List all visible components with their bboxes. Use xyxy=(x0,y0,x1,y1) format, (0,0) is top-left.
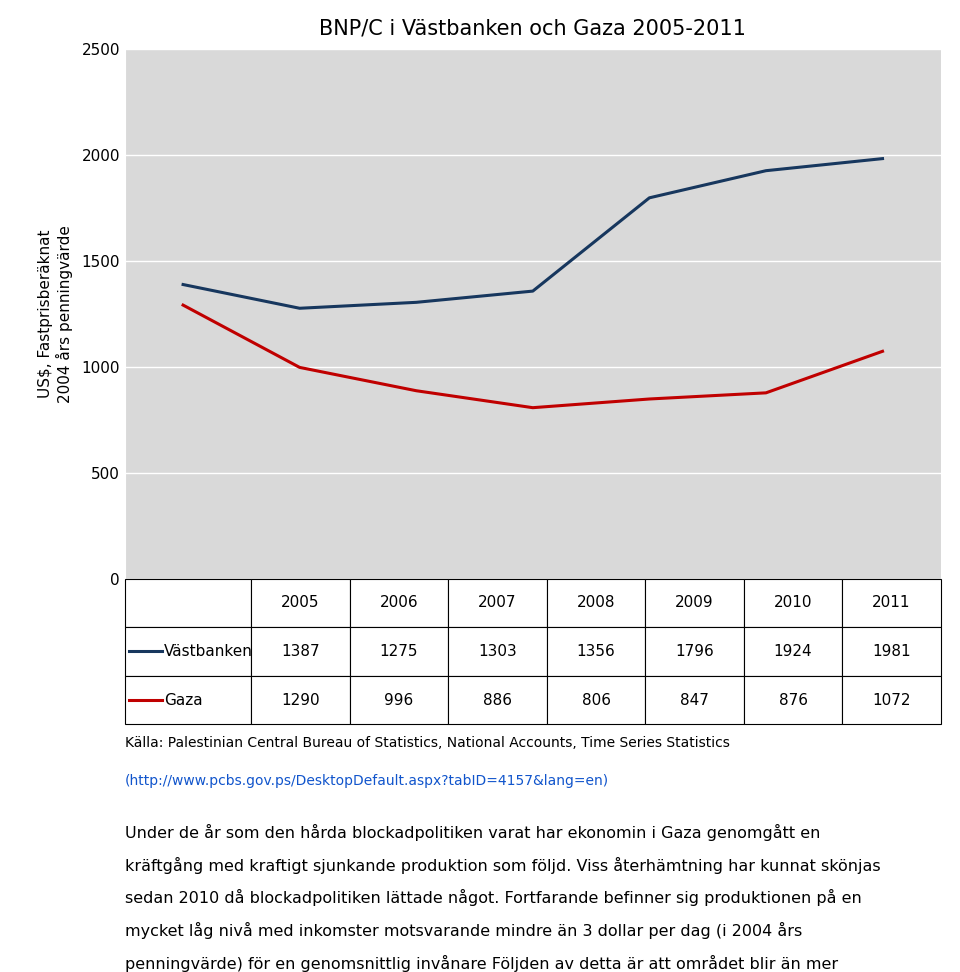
Text: 1796: 1796 xyxy=(675,643,714,659)
FancyBboxPatch shape xyxy=(842,578,941,627)
Text: penningvärde) för en genomsnittlig invånare Följden av detta är att området blir: penningvärde) för en genomsnittlig invån… xyxy=(125,955,838,972)
Text: 806: 806 xyxy=(582,693,611,708)
FancyBboxPatch shape xyxy=(744,676,842,724)
Text: mycket låg nivå med inkomster motsvarande mindre än 3 dollar per dag (i 2004 års: mycket låg nivå med inkomster motsvarand… xyxy=(125,922,802,939)
Text: 2005: 2005 xyxy=(281,595,320,610)
Y-axis label: US$, Fastprisberäknat
2004 års penningvärde: US$, Fastprisberäknat 2004 års penningvä… xyxy=(38,225,73,402)
FancyBboxPatch shape xyxy=(842,627,941,676)
FancyBboxPatch shape xyxy=(645,676,744,724)
FancyBboxPatch shape xyxy=(252,578,349,627)
Text: (http://www.pcbs.gov.ps/DesktopDefault.aspx?tabID=4157&lang=en): (http://www.pcbs.gov.ps/DesktopDefault.a… xyxy=(125,775,609,788)
FancyBboxPatch shape xyxy=(125,676,252,724)
Text: sedan 2010 då blockadpolitiken lättade något. Fortfarande befinner sig produktio: sedan 2010 då blockadpolitiken lättade n… xyxy=(125,889,861,906)
Text: 847: 847 xyxy=(680,693,709,708)
FancyBboxPatch shape xyxy=(349,627,448,676)
FancyBboxPatch shape xyxy=(349,578,448,627)
Text: Gaza: Gaza xyxy=(164,693,203,708)
FancyBboxPatch shape xyxy=(547,578,645,627)
Text: 2007: 2007 xyxy=(478,595,516,610)
Text: 876: 876 xyxy=(779,693,807,708)
FancyBboxPatch shape xyxy=(645,627,744,676)
FancyBboxPatch shape xyxy=(125,578,252,627)
FancyBboxPatch shape xyxy=(448,578,547,627)
FancyBboxPatch shape xyxy=(252,627,349,676)
Text: 1924: 1924 xyxy=(774,643,812,659)
Text: Västbanken: Västbanken xyxy=(164,643,252,659)
Title: BNP/C i Västbanken och Gaza 2005-2011: BNP/C i Västbanken och Gaza 2005-2011 xyxy=(320,18,746,39)
FancyBboxPatch shape xyxy=(744,627,842,676)
Text: 1290: 1290 xyxy=(281,693,320,708)
FancyBboxPatch shape xyxy=(744,578,842,627)
Text: 1072: 1072 xyxy=(873,693,911,708)
Text: Källa: Palestinian Central Bureau of Statistics, National Accounts, Time Series : Källa: Palestinian Central Bureau of Sta… xyxy=(125,736,730,749)
FancyBboxPatch shape xyxy=(547,676,645,724)
FancyBboxPatch shape xyxy=(349,676,448,724)
Text: 1387: 1387 xyxy=(281,643,320,659)
Text: 2009: 2009 xyxy=(675,595,714,610)
Text: 1356: 1356 xyxy=(577,643,615,659)
Text: 1981: 1981 xyxy=(873,643,911,659)
Text: 2011: 2011 xyxy=(873,595,911,610)
Text: 2008: 2008 xyxy=(577,595,615,610)
Text: 2006: 2006 xyxy=(380,595,419,610)
Text: 996: 996 xyxy=(384,693,414,708)
Text: 1303: 1303 xyxy=(478,643,516,659)
Text: 1275: 1275 xyxy=(380,643,419,659)
FancyBboxPatch shape xyxy=(125,627,252,676)
Text: kräftgång med kraftigt sjunkande produktion som följd. Viss återhämtning har kun: kräftgång med kraftigt sjunkande produkt… xyxy=(125,856,880,874)
Text: Under de år som den hårda blockadpolitiken varat har ekonomin i Gaza genomgått e: Under de år som den hårda blockadpolitik… xyxy=(125,824,820,841)
Text: 886: 886 xyxy=(483,693,512,708)
FancyBboxPatch shape xyxy=(252,676,349,724)
FancyBboxPatch shape xyxy=(448,676,547,724)
FancyBboxPatch shape xyxy=(448,627,547,676)
Text: 2010: 2010 xyxy=(774,595,812,610)
FancyBboxPatch shape xyxy=(645,578,744,627)
FancyBboxPatch shape xyxy=(842,676,941,724)
FancyBboxPatch shape xyxy=(547,627,645,676)
